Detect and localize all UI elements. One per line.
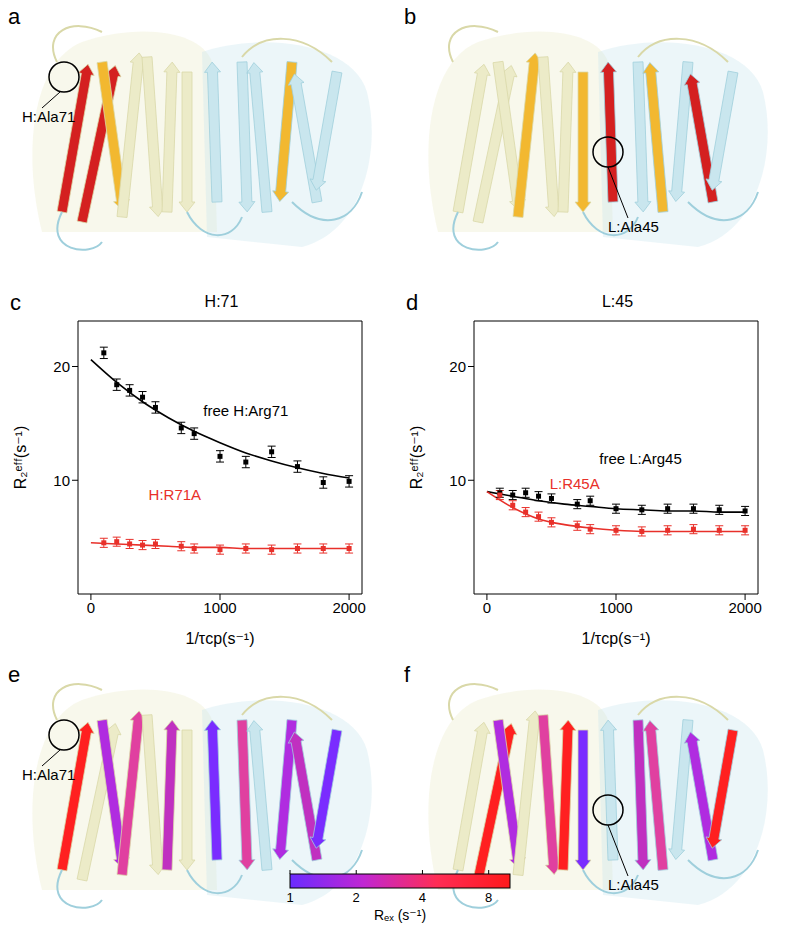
svg-text:4: 4 [419,890,426,905]
svg-text:R₂ᵉᶠᶠ(s⁻¹): R₂ᵉᶠᶠ(s⁻¹) [12,426,29,489]
svg-text:2000: 2000 [332,599,365,616]
svg-text:1000: 1000 [203,599,236,616]
svg-text:H:R71A: H:R71A [149,486,202,503]
svg-text:R₂ᵉᶠᶠ(s⁻¹): R₂ᵉᶠᶠ(s⁻¹) [408,426,425,489]
svg-text:2: 2 [353,890,360,905]
svg-text:Rₑₓ (s⁻¹): Rₑₓ (s⁻¹) [374,907,426,923]
svg-text:0: 0 [87,599,95,616]
svg-text:free H:Arg71: free H:Arg71 [203,402,288,419]
html-text:c: c [10,290,21,315]
svg-text:20: 20 [449,358,466,375]
svg-text:H:Ala71: H:Ala71 [22,108,75,125]
svg-text:8: 8 [485,890,492,905]
svg-text:10: 10 [449,472,466,489]
svg-text:1/τcp(s⁻¹): 1/τcp(s⁻¹) [582,630,651,647]
html-text:d: d [406,290,419,315]
svg-text:10: 10 [53,472,70,489]
svg-text:1/τcp(s⁻¹): 1/τcp(s⁻¹) [186,630,255,647]
svg-text:f: f [404,662,411,687]
svg-text:free L:Arg45: free L:Arg45 [599,450,682,467]
svg-text:L:Ala45: L:Ala45 [608,218,659,235]
html-text:H:71: H:71 [204,293,239,310]
svg-text:b: b [404,4,416,29]
svg-text:a: a [8,4,21,29]
svg-text:0: 0 [483,599,491,616]
svg-text:20: 20 [53,358,70,375]
svg-text:1000: 1000 [599,599,632,616]
svg-text:L:Ala45: L:Ala45 [608,876,659,893]
svg-text:L:R45A: L:R45A [550,475,600,492]
svg-text:1: 1 [286,890,293,905]
svg-text:H:Ala71: H:Ala71 [22,766,75,783]
html-text:L:45: L:45 [601,293,634,310]
svg-text:e: e [8,662,20,687]
svg-text:2000: 2000 [728,599,761,616]
